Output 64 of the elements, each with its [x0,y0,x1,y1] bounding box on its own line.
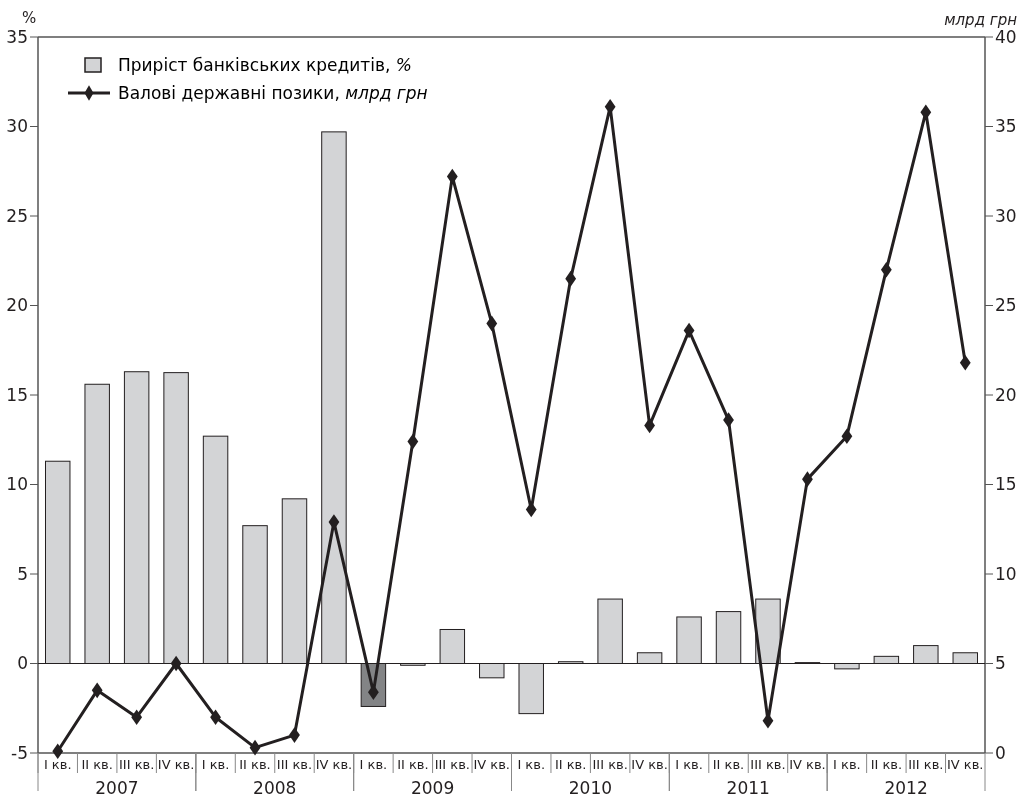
x-tick-label: III кв. [119,757,155,772]
y2-axis-title: млрд грн [944,11,1018,29]
y2-tick-label: 0 [995,742,1006,763]
x-tick-label: I кв. [517,757,546,772]
point [91,682,103,699]
x-tick-label: II кв. [870,757,903,772]
x-tick-label: I кв. [833,757,861,772]
x-tick-label: III кв. [750,757,786,772]
point [170,655,182,672]
x-tick-label: IV кв. [789,757,826,772]
x-tick-label: IV кв. [947,757,984,772]
x-tick-label: IV кв. [315,757,353,772]
x-tick-label: III кв. [908,757,944,772]
point [446,168,458,185]
x-tick-label: III кв. [434,757,470,772]
point [683,322,695,339]
point [486,315,498,332]
y-tick-label: 20 [6,295,28,316]
point [407,433,419,450]
y-tick-label: 10 [6,474,28,495]
x-tick-label: II кв. [712,757,745,772]
x-tick-label: III кв. [276,757,313,772]
y2-tick-label: 35 [995,116,1017,137]
x-tick-label: II кв. [81,757,113,772]
x-tick-label: I кв. [43,757,72,772]
y2-tick-label: 5 [995,653,1006,674]
point [959,354,971,371]
x-tick-label: I кв. [201,757,230,772]
point [841,428,853,444]
y-tick-label: 5 [17,563,28,584]
point [249,739,261,756]
y2-tick-label: 30 [995,205,1017,226]
y-tick-label: 25 [6,205,28,226]
y-tick-label: -5 [11,742,28,763]
point [880,261,892,278]
legend-label: Приріст банківських кредитів, % [118,55,412,75]
x-tick-label: IV кв. [157,757,195,772]
text: 2008 [253,778,297,798]
point [131,709,143,725]
y2-tick-label: 25 [995,295,1017,316]
x-tick-label: III кв. [592,757,628,772]
y2-tick-label: 10 [995,563,1017,584]
y-tick-label: 15 [6,384,28,405]
y-axis-title: % [22,9,37,27]
text: 2011 [726,778,770,798]
x-tick-label: II кв. [554,757,587,772]
point [565,270,577,287]
text: 2009 [410,778,455,798]
x-tick-label: I кв. [359,757,388,772]
x-tick-label: IV кв. [631,757,668,772]
y-tick-label: 0 [17,653,28,674]
x-tick-label: IV кв. [473,757,511,772]
legend-label: Валові державні позики, млрд грн [118,83,428,103]
x-tick-label: I кв. [675,757,703,772]
text: 2010 [568,778,613,798]
y-tick-label: 35 [6,26,28,47]
y2-tick-label: 15 [995,474,1017,495]
x-tick-label: II кв. [239,757,271,772]
y2-tick-label: 20 [995,384,1017,405]
text: 2007 [95,778,139,798]
text: 2012 [884,778,928,798]
point [52,743,64,759]
y-tick-label: 30 [6,116,28,137]
x-tick-label: II кв. [397,757,429,772]
